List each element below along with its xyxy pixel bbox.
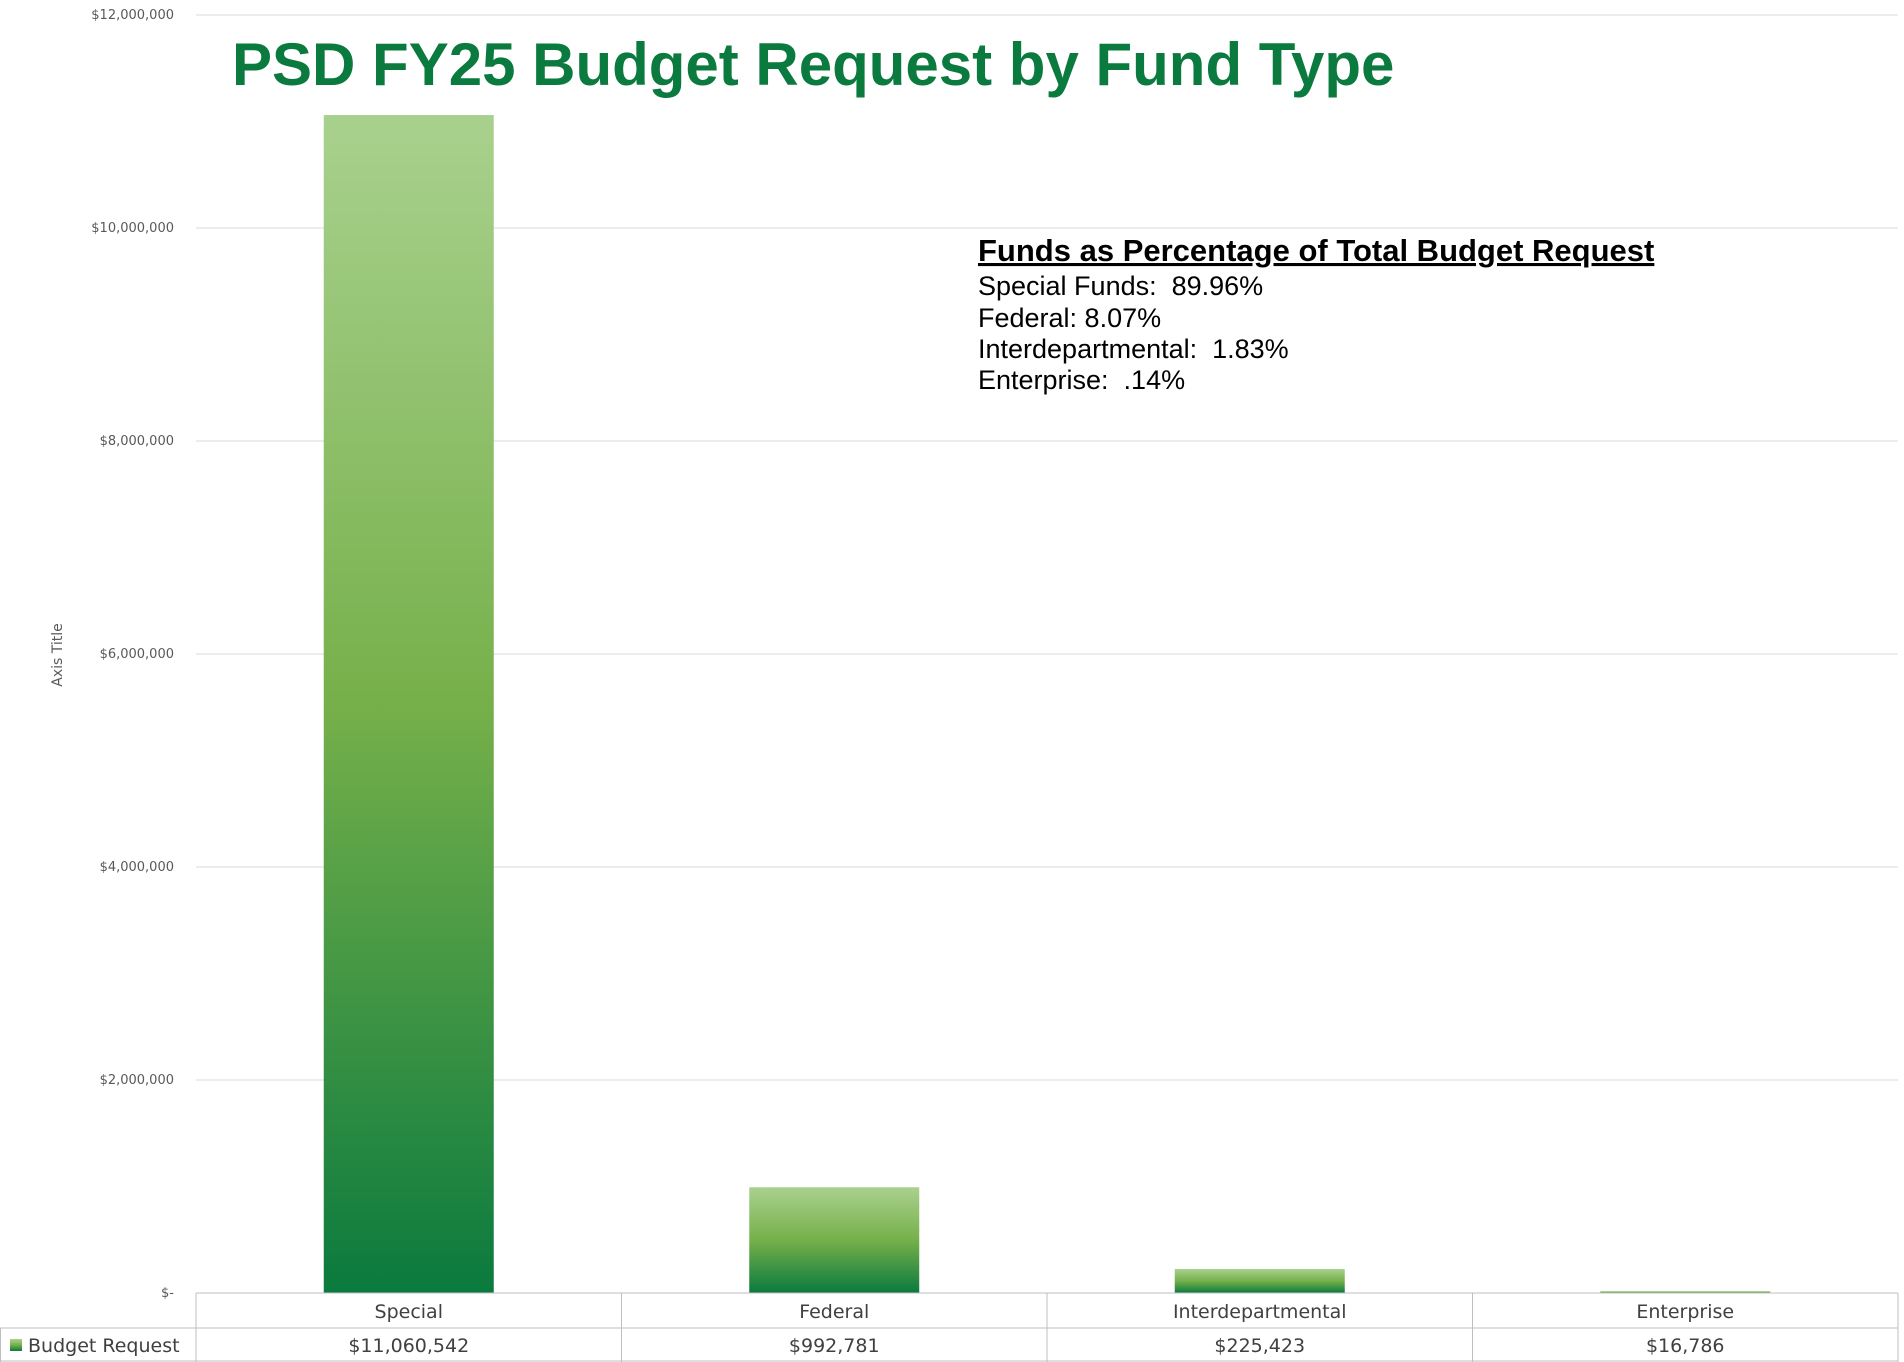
bar-federal <box>749 1187 920 1293</box>
chart-title: PSD FY25 Budget Request by Fund Type <box>232 31 1394 98</box>
y-axis-tick-labels: $- $2,000,000 $4,000,000 $6,000,000 $8,000,0… <box>91 8 174 1301</box>
annotation-line-enterprise: Enterprise: .14% <box>978 365 1185 395</box>
bar-interdepartmental <box>1174 1268 1345 1293</box>
data-table-value: $11,060,542 <box>348 1335 469 1357</box>
category-label: Federal <box>799 1301 869 1323</box>
y-tick-label: $2,000,000 <box>100 1073 174 1088</box>
category-label: Interdepartmental <box>1173 1301 1347 1323</box>
annotation-line-interdepartmental: Interdepartmental: 1.83% <box>978 334 1289 364</box>
y-axis-title: Axis Title <box>50 623 66 687</box>
category-label: Enterprise <box>1636 1301 1734 1323</box>
data-table-value: $992,781 <box>789 1335 880 1357</box>
bar-special <box>323 115 494 1294</box>
legend-key <box>10 1339 22 1351</box>
y-tick-label: $8,000,000 <box>100 434 174 449</box>
annotation-line-special: Special Funds: 89.96% <box>978 271 1263 301</box>
data-table: Special $11,060,542 Federal $992,781 Interde… <box>0 1292 1899 1362</box>
data-table-value: $16,786 <box>1646 1335 1725 1357</box>
annotation-heading: Funds as Percentage of Total Budget Requ… <box>978 233 1654 268</box>
data-table-value: $225,423 <box>1214 1335 1305 1357</box>
y-tick-label: $6,000,000 <box>100 647 174 662</box>
y-tick-label: $12,000,000 <box>91 8 174 23</box>
annotation-line-federal: Federal: 8.07% <box>978 303 1161 333</box>
y-tick-label: $- <box>161 1286 174 1301</box>
y-tick-label: $4,000,000 <box>100 860 174 875</box>
y-tick-label: $10,000,000 <box>91 221 174 236</box>
bars <box>323 115 1771 1294</box>
legend-series-name: Budget Request <box>28 1335 180 1357</box>
category-label: Special <box>375 1301 443 1323</box>
percentage-annotation: Funds as Percentage of Total Budget Requ… <box>978 233 1654 395</box>
bar-enterprise <box>1600 1291 1771 1293</box>
